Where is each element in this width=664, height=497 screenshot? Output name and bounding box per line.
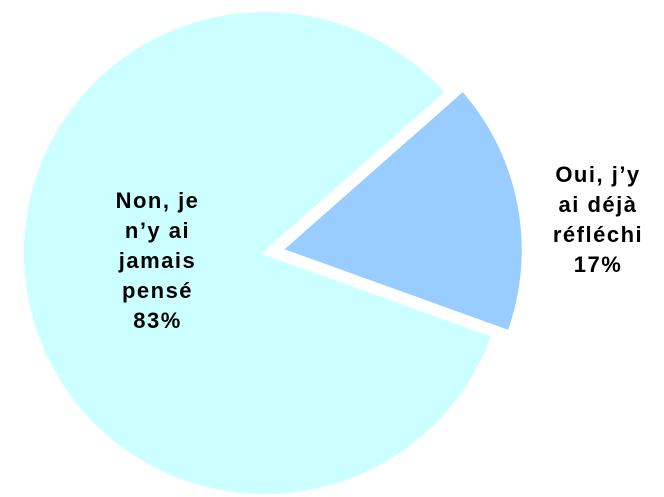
slice-label: Oui, j’y ai déjà réfléchi 17% [543,160,653,280]
category-label: Non, je n’y ai jamais pensé [115,188,200,303]
value-label: 83% [133,308,182,333]
value-label: 17% [573,252,623,277]
pie-slice [20,8,497,497]
pie-slice [276,86,526,335]
category-label: Oui, j’y ai déjà réfléchi [552,162,644,247]
slice-label: Non, je n’y ai jamais pensé 83% [95,186,220,336]
